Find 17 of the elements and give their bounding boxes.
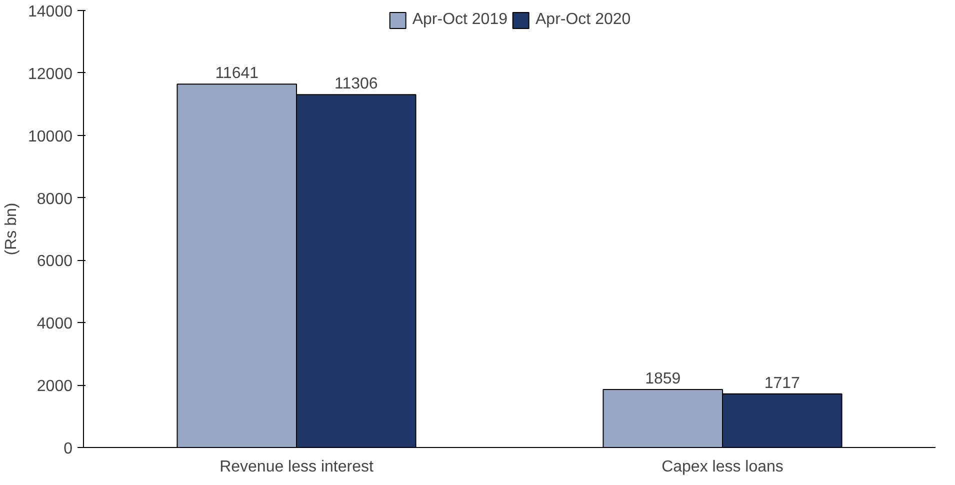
y-axis-title: (Rs bn) [3, 202, 20, 256]
data-label: 11306 [334, 76, 378, 93]
y-tick-label: 4000 [36, 316, 73, 333]
legend-label: Apr-Oct 2019 [412, 11, 508, 29]
legend-label: Apr-Oct 2020 [536, 11, 631, 29]
y-tick-label: 0 [64, 440, 73, 458]
x-tick-label: Capex less loans [662, 458, 784, 476]
y-tick-label: 8000 [36, 190, 73, 208]
y-tick-label: 14000 [28, 4, 73, 20]
y-tick-label: 2000 [36, 378, 73, 396]
y-tick-label: 12000 [28, 66, 73, 83]
data-label: 1859 [645, 370, 681, 388]
y-tick-label: 6000 [36, 253, 73, 270]
data-label: 11641 [215, 65, 259, 82]
x-tick-label: Revenue less interest [220, 458, 374, 476]
y-tick-label: 10000 [28, 128, 73, 146]
data-label: 1717 [764, 374, 800, 392]
